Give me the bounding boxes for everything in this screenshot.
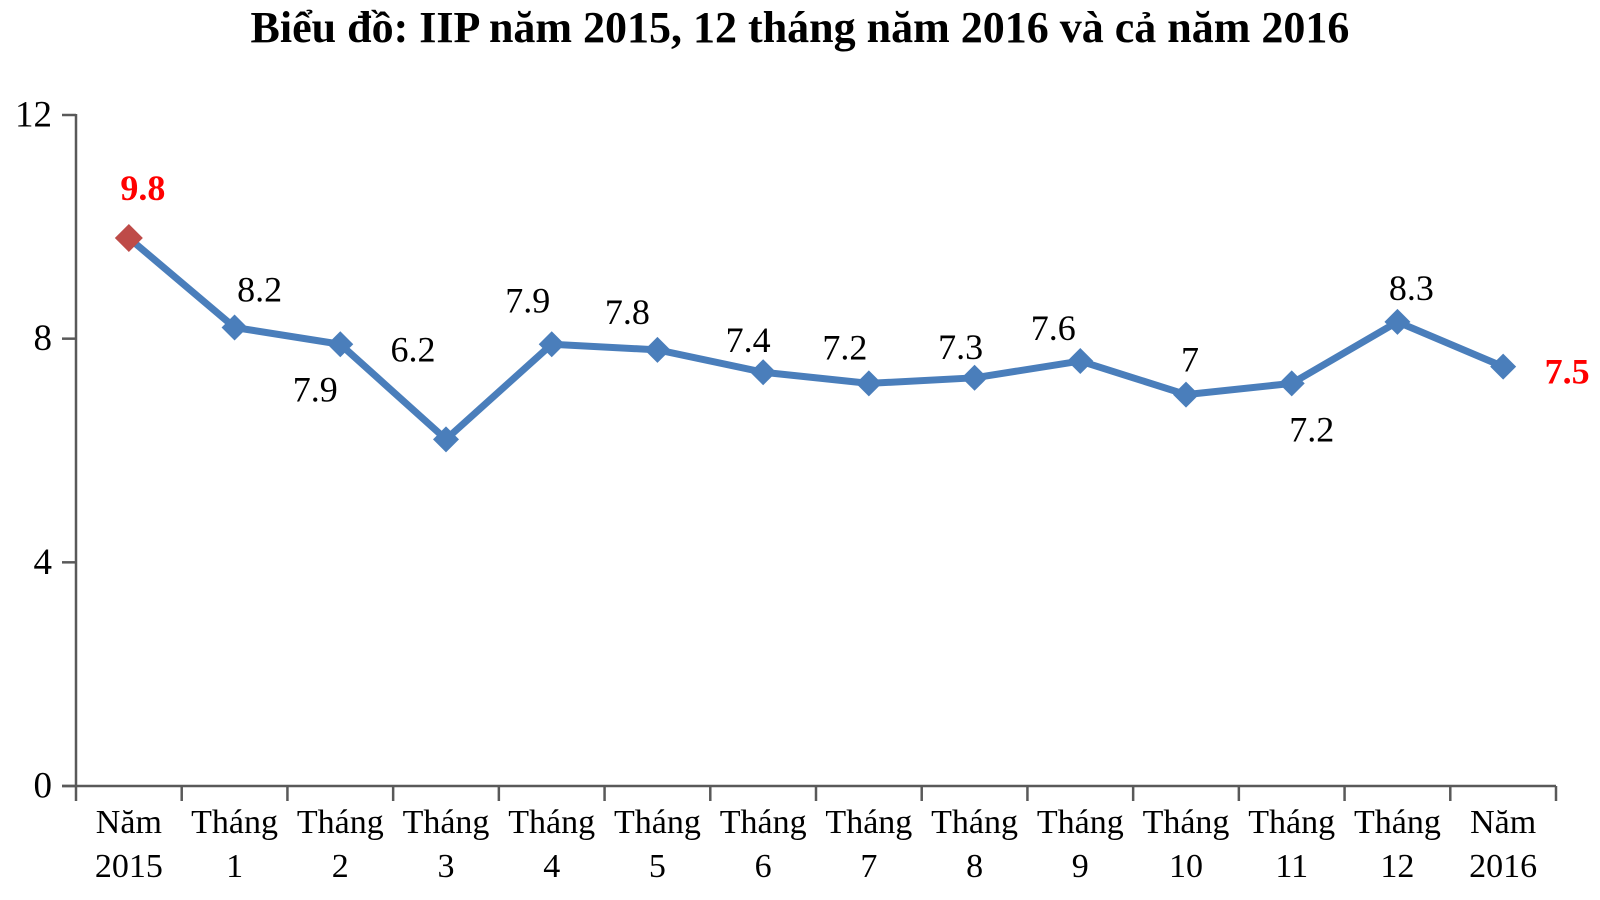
x-axis-category-label-line2: 1 [226,848,243,885]
data-point-marker [855,370,882,397]
data-label: 7.9 [293,369,338,409]
x-axis-category-label-line1: Tháng [191,804,278,841]
y-axis-tick-label: 4 [34,542,53,583]
data-label: 7.9 [505,280,550,320]
data-point-marker [433,426,459,453]
data-point-marker [644,336,671,363]
data-label: 9.8 [120,168,165,208]
iip-series-line [125,234,1507,443]
x-axis-category-label-line2: 11 [1275,848,1308,885]
y-axis-tick-label: 8 [34,318,53,359]
data-point-marker [327,331,354,358]
data-label: 7.3 [938,327,983,367]
x-axis-category-label-line1: Tháng [1037,804,1124,841]
x-axis-category-label-line2: 4 [543,848,560,885]
x-axis-category-label-line2: 2016 [1469,848,1537,885]
data-label: 8.3 [1389,268,1434,308]
data-point-marker [1490,353,1517,380]
x-axis-category-label-line2: 5 [649,848,666,885]
x-axis-category-label-line1: Tháng [403,804,490,841]
x-axis-category-label-line2: 9 [1072,848,1089,885]
data-point-marker [1384,308,1411,335]
data-point-marker [538,331,565,358]
x-axis-category-label-line2: 7 [860,848,877,885]
data-label: 8.2 [237,269,282,309]
data-label: 6.2 [391,329,436,369]
data-label: 7.2 [1289,409,1334,449]
data-point-marker [750,359,777,386]
data-point-marker [114,224,143,253]
x-axis-category-label-line2: 2 [332,848,349,885]
chart-title: Biểu đồ: IIP năm 2015, 12 tháng năm 2016… [250,3,1350,52]
y-axis-tick-label: 0 [34,766,53,807]
x-axis-category-label-line2: 2015 [95,848,163,885]
x-axis-category-label-line1: Tháng [931,804,1018,841]
data-label: 7.5 [1545,352,1590,392]
x-axis-category-label-line2: 8 [966,848,983,885]
x-axis-category-label-line1: Tháng [1354,804,1441,841]
data-label: 7 [1181,340,1199,380]
x-axis-category-label-line2: 12 [1380,848,1414,885]
x-axis-category-label-line1: Tháng [825,804,912,841]
x-axis-category-label-line2: 6 [755,848,772,885]
x-axis-category-label-line1: Tháng [508,804,595,841]
x-axis-category-label-line1: Tháng [720,804,807,841]
x-axis-category-label-line1: Năm [96,804,162,841]
data-label: 7.4 [726,320,771,360]
x-axis-category-label-line2: 10 [1169,848,1203,885]
x-axis-category-label-line1: Tháng [614,804,701,841]
data-label: 7.2 [822,327,867,367]
x-axis-category-label-line1: Năm [1470,804,1536,841]
data-point-marker [961,364,988,391]
x-axis-category-label-line1: Tháng [1143,804,1230,841]
data-point-marker [1067,348,1094,375]
y-axis-tick-label: 12 [15,95,52,136]
data-label: 7.8 [605,292,650,332]
data-point-marker [1278,370,1305,397]
data-point-marker [1173,381,1199,408]
data-label: 7.6 [1031,308,1076,348]
data-point-marker [221,314,248,341]
x-axis-category-label-line1: Tháng [1248,804,1335,841]
x-axis-category-label-line2: 3 [438,848,455,885]
x-axis-category-label-line1: Tháng [297,804,384,841]
